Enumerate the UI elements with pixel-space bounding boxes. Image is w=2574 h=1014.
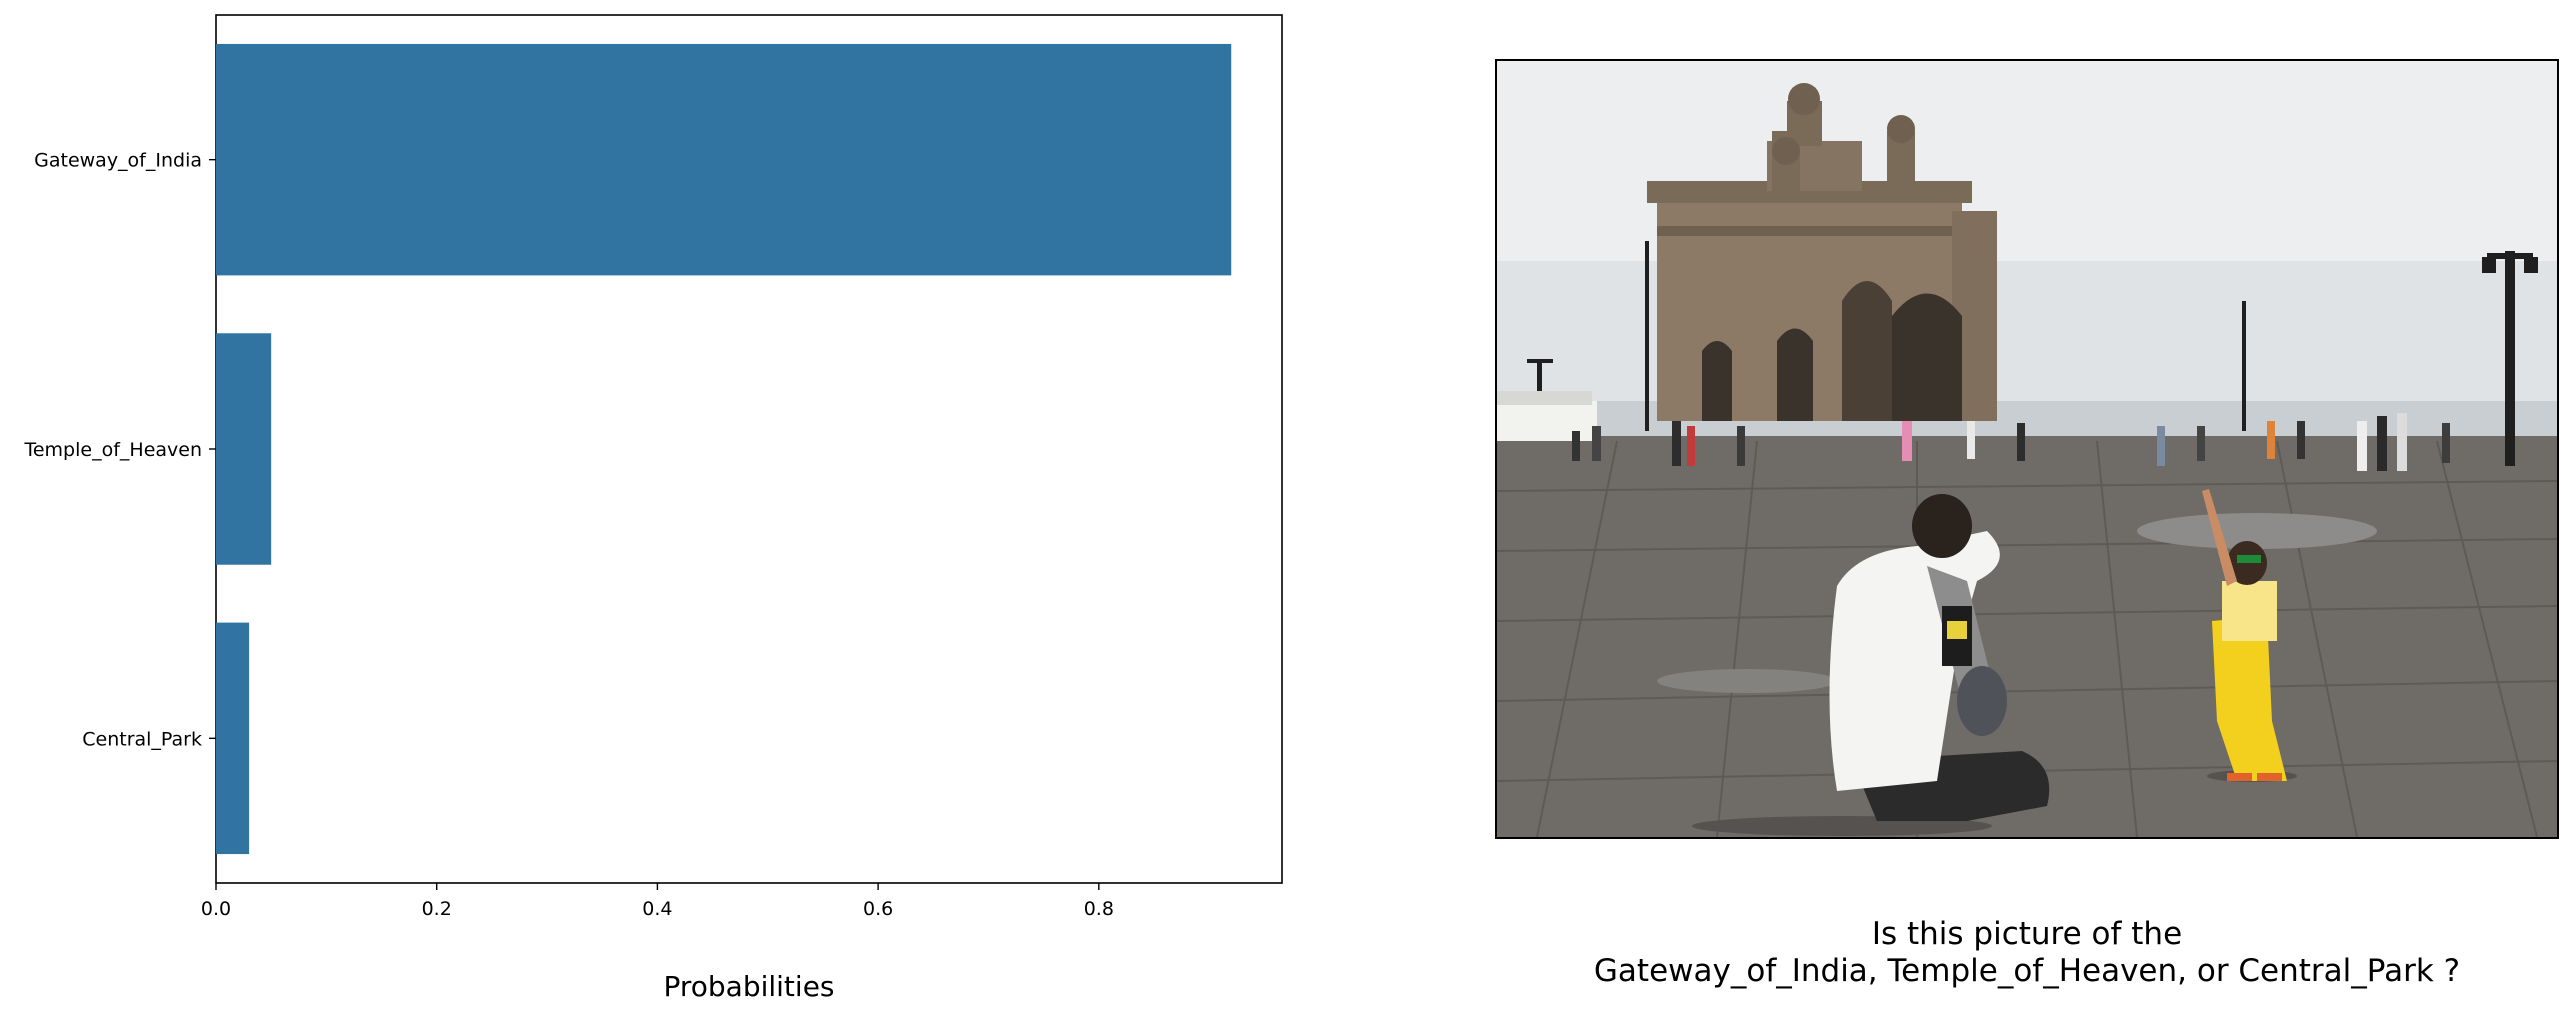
child-in-yellow xyxy=(2202,489,2297,782)
gateway-photo-illustration xyxy=(1497,61,2557,837)
gateway-monument xyxy=(1647,83,1997,421)
y-tick-label: Central_Park xyxy=(82,728,202,750)
question-caption: Is this picture of the Gateway_of_India,… xyxy=(1495,916,2559,990)
photographer xyxy=(1692,494,2050,836)
x-tick-label: 0.4 xyxy=(642,898,672,920)
question-line-2: Gateway_of_India, Temple_of_Heaven, or C… xyxy=(1593,953,2461,989)
x-tick-label: 0.6 xyxy=(863,898,893,920)
crowd xyxy=(1572,413,2450,471)
bar xyxy=(216,43,1232,276)
van-roof xyxy=(1497,391,1592,405)
x-tick-label: 0.0 xyxy=(201,898,231,920)
bar xyxy=(216,333,272,565)
puddle xyxy=(2137,513,2377,549)
landmark-photo xyxy=(1495,59,2559,839)
x-tick-label: 0.2 xyxy=(422,898,452,920)
puddle xyxy=(1657,669,1837,693)
probability-bar-chart: Gateway_of_India Temple_of_Heaven Central_… xyxy=(23,14,1283,1003)
x-tick-label: 0.8 xyxy=(1084,898,1114,920)
x-axis-label: Probabilities xyxy=(663,970,834,1003)
y-tick-label: Gateway_of_India xyxy=(34,150,202,172)
van xyxy=(1497,401,1597,441)
y-tick-label: Temple_of_Heaven xyxy=(23,439,202,461)
sky-glow xyxy=(1497,61,2557,261)
question-line-1: Is this picture of the xyxy=(1871,916,2183,952)
bar xyxy=(216,622,250,855)
